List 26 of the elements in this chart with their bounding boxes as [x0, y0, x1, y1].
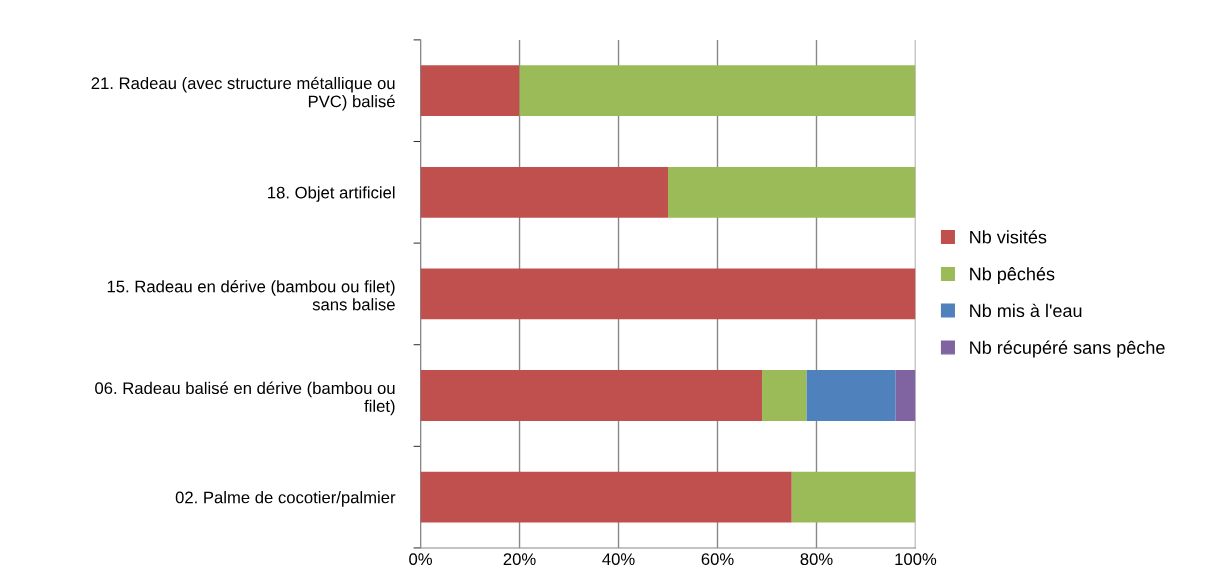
bar [791, 471, 916, 523]
bar [420, 471, 792, 523]
bar [806, 370, 896, 421]
x-tick-label: 0% [409, 553, 433, 566]
x-tick-label: 60% [701, 553, 734, 566]
bar [519, 65, 916, 117]
bar [420, 65, 520, 117]
bar [420, 268, 916, 320]
y-tick-label: 21. Radeau (avec structure métallique ou PVC) balisé [91, 76, 395, 111]
x-tick-label: 100% [895, 553, 937, 566]
bar [420, 370, 763, 421]
legend-label: Nb pêchés [970, 266, 1055, 284]
legend-label: Nb récupéré sans pêche [970, 340, 1165, 358]
y-tick-label: 06. Radeau balisé en dérive (bambou ou filet) [95, 381, 395, 416]
legend-label: Nb visités [970, 230, 1047, 244]
bar [420, 166, 669, 218]
x-tick-label: 80% [800, 553, 833, 566]
y-tick-label: 15. Radeau en dérive (bambou ou filet) sans balise [107, 280, 395, 311]
bar [895, 370, 916, 421]
bar [762, 370, 807, 421]
bar [668, 166, 916, 218]
legend-label: Nb mis à l'eau [970, 303, 1082, 318]
x-tick-label: 20% [503, 553, 536, 566]
x-tick-label: 40% [602, 553, 635, 566]
y-tick-label: 18. Objet artificiel [268, 186, 395, 202]
y-tick-label: 02. Palme de cocotier/palmier [175, 491, 396, 507]
